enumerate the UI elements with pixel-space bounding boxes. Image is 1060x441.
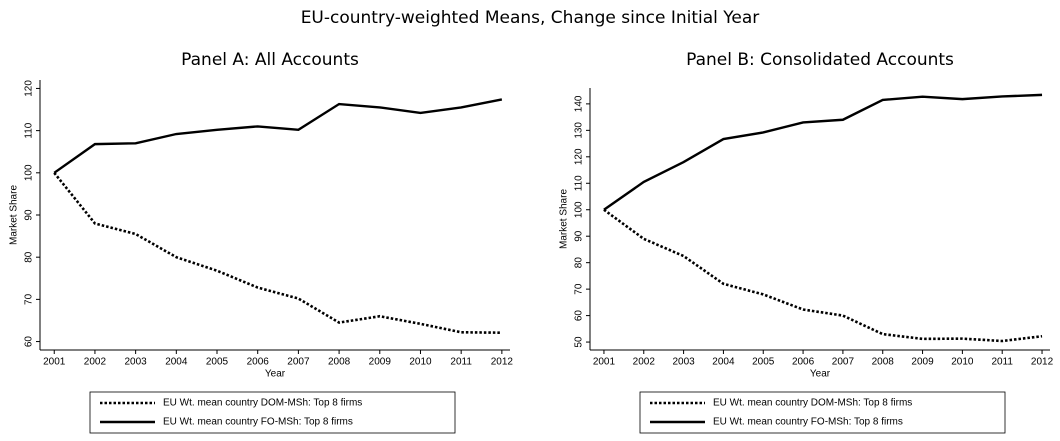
x-tick-label: 2002 <box>633 357 656 368</box>
series-line <box>603 93 1043 211</box>
x-tick-label: 2006 <box>247 357 270 368</box>
panel-title: Panel B: Consolidated Accounts <box>686 50 954 70</box>
x-axis-label: Year <box>265 369 286 380</box>
x-axis-label: Year <box>810 369 831 380</box>
x-tick-label: 2008 <box>328 357 351 368</box>
x-tick-label: 2005 <box>206 357 229 368</box>
y-tick-label: 70 <box>24 293 35 305</box>
y-tick-label: 80 <box>574 257 585 269</box>
y-tick-label: 60 <box>24 336 35 348</box>
x-tick-label: 2005 <box>752 357 775 368</box>
legend-box <box>89 391 456 434</box>
x-tick-label: 2003 <box>125 357 148 368</box>
series-line <box>603 208 1043 343</box>
y-tick-label: 60 <box>574 310 585 322</box>
y-axis-label: Market Share <box>559 189 570 249</box>
y-tick-label: 50 <box>574 336 585 348</box>
x-tick-label: 2012 <box>1031 357 1054 368</box>
x-tick-label: 2006 <box>792 357 815 368</box>
x-tick-label: 2009 <box>369 357 392 368</box>
y-tick-label: 120 <box>574 148 585 165</box>
y-tick-label: 90 <box>24 209 35 221</box>
y-tick-label: 100 <box>574 201 585 218</box>
legend-label: EU Wt. mean country FO-MSh: Top 8 firms <box>713 417 903 428</box>
x-tick-label: 2011 <box>991 357 1013 368</box>
legend-label: EU Wt. mean country DOM-MSh: Top 8 firms <box>713 398 912 409</box>
y-tick-label: 90 <box>574 230 585 242</box>
x-tick-label: 2012 <box>491 357 514 368</box>
series-line <box>53 171 502 335</box>
x-tick-label: 2010 <box>409 357 432 368</box>
x-tick-label: 2004 <box>712 357 735 368</box>
y-tick-label: 120 <box>24 80 35 97</box>
figure-title: EU-country-weighted Means, Change since … <box>301 8 760 28</box>
legend-box <box>639 391 1006 434</box>
y-tick-label: 100 <box>24 164 35 181</box>
series-line <box>53 98 503 174</box>
legend-label: EU Wt. mean country DOM-MSh: Top 8 firms <box>163 398 362 409</box>
x-tick-label: 2009 <box>911 357 934 368</box>
x-tick-label: 2008 <box>872 357 895 368</box>
y-tick-label: 80 <box>24 251 35 263</box>
x-tick-label: 2002 <box>84 357 107 368</box>
x-tick-label: 2011 <box>450 357 472 368</box>
y-axis-label: Market Share <box>9 185 20 245</box>
x-tick-label: 2001 <box>43 357 66 368</box>
x-tick-label: 2007 <box>287 357 310 368</box>
x-tick-label: 2001 <box>593 357 616 368</box>
y-tick-label: 130 <box>574 122 585 139</box>
x-tick-label: 2003 <box>672 357 695 368</box>
y-tick-label: 140 <box>574 95 585 112</box>
y-tick-label: 110 <box>24 122 35 138</box>
x-tick-label: 2010 <box>951 357 974 368</box>
y-tick-label: 70 <box>574 283 585 295</box>
x-tick-label: 2004 <box>165 357 188 368</box>
legend-label: EU Wt. mean country FO-MSh: Top 8 firms <box>163 417 353 428</box>
x-tick-label: 2007 <box>832 357 855 368</box>
panel-title: Panel A: All Accounts <box>181 50 359 70</box>
y-tick-label: 110 <box>574 175 585 191</box>
